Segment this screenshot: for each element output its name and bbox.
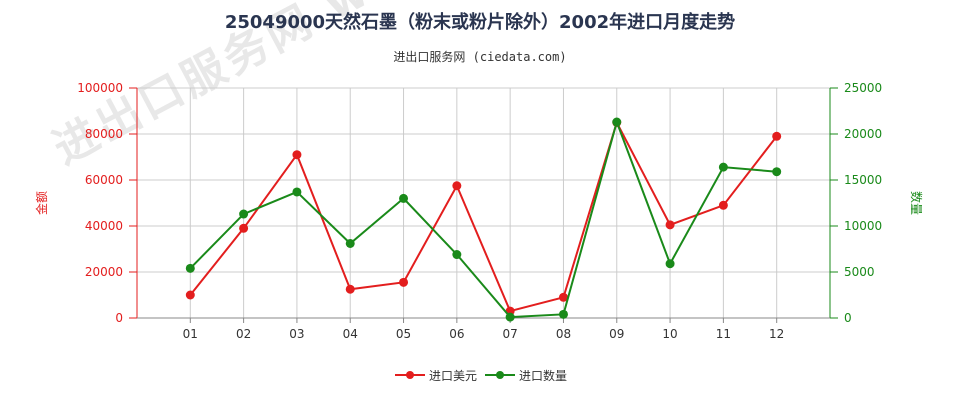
data-point-usd bbox=[772, 131, 782, 141]
left-axis-label: 金额 bbox=[34, 191, 49, 215]
legend-item-usd[interactable]: 进口美元 bbox=[395, 367, 477, 383]
x-tick-label: 05 bbox=[396, 327, 411, 341]
x-tick-label: 03 bbox=[289, 327, 304, 341]
legend-swatch-qty bbox=[485, 367, 515, 383]
x-tick-label: 01 bbox=[183, 327, 198, 341]
left-tick-label: 20000 bbox=[85, 265, 123, 279]
right-tick-label: 15000 bbox=[844, 173, 882, 187]
data-point-qty bbox=[345, 238, 355, 248]
x-tick-label: 07 bbox=[503, 327, 518, 341]
data-point-qty bbox=[452, 250, 462, 260]
right-tick-label: 25000 bbox=[844, 81, 882, 95]
left-tick-label: 100000 bbox=[77, 81, 123, 95]
legend-label-qty: 进口数量 bbox=[519, 368, 568, 383]
series-line-usd bbox=[189, 119, 778, 313]
x-tick-label: 12 bbox=[769, 327, 784, 341]
data-point-qty bbox=[612, 117, 622, 127]
data-point-usd bbox=[665, 220, 675, 230]
data-point-qty bbox=[292, 187, 302, 197]
data-point-usd bbox=[558, 292, 568, 302]
right-tick-label: 0 bbox=[844, 311, 852, 325]
data-point-usd bbox=[185, 290, 195, 300]
x-tick-label: 06 bbox=[449, 327, 464, 341]
data-point-qty bbox=[718, 162, 728, 172]
data-point-usd bbox=[399, 277, 409, 287]
data-point-qty bbox=[505, 312, 515, 322]
data-point-qty bbox=[239, 209, 249, 219]
left-tick-label: 40000 bbox=[85, 219, 123, 233]
legend-swatch-usd bbox=[395, 367, 425, 383]
x-tick-label: 08 bbox=[556, 327, 571, 341]
right-axis-label: 数量 bbox=[909, 191, 924, 215]
x-tick-label: 11 bbox=[716, 327, 731, 341]
left-tick-label: 0 bbox=[115, 311, 123, 325]
right-tick-label: 5000 bbox=[844, 265, 875, 279]
legend-label-usd: 进口美元 bbox=[429, 368, 478, 383]
legend-item-qty[interactable]: 进口数量 bbox=[485, 367, 567, 383]
chart-title: 25049000天然石墨（粉末或粉片除外）2002年进口月度走势 bbox=[224, 12, 736, 33]
data-point-usd bbox=[718, 200, 728, 210]
chart-subtitle: 进出口服务网 (ciedata.com) bbox=[393, 50, 567, 64]
x-tick-label: 02 bbox=[236, 327, 251, 341]
data-point-qty bbox=[558, 309, 568, 319]
right-tick-label: 20000 bbox=[844, 127, 882, 141]
left-tick-label: 80000 bbox=[85, 127, 123, 141]
right-tick-label: 10000 bbox=[844, 219, 882, 233]
left-tick-label: 60000 bbox=[85, 173, 123, 187]
data-point-qty bbox=[772, 167, 782, 177]
data-point-usd bbox=[292, 150, 302, 160]
data-point-qty bbox=[185, 263, 195, 273]
data-point-usd bbox=[452, 181, 462, 191]
x-tick-label: 04 bbox=[343, 327, 358, 341]
data-point-qty bbox=[399, 193, 409, 203]
x-tick-label: 10 bbox=[662, 327, 677, 341]
data-point-usd bbox=[239, 223, 249, 233]
series-line-qty bbox=[189, 118, 777, 319]
data-point-usd bbox=[345, 284, 355, 294]
x-tick-label: 09 bbox=[609, 327, 624, 341]
data-point-qty bbox=[665, 259, 675, 269]
